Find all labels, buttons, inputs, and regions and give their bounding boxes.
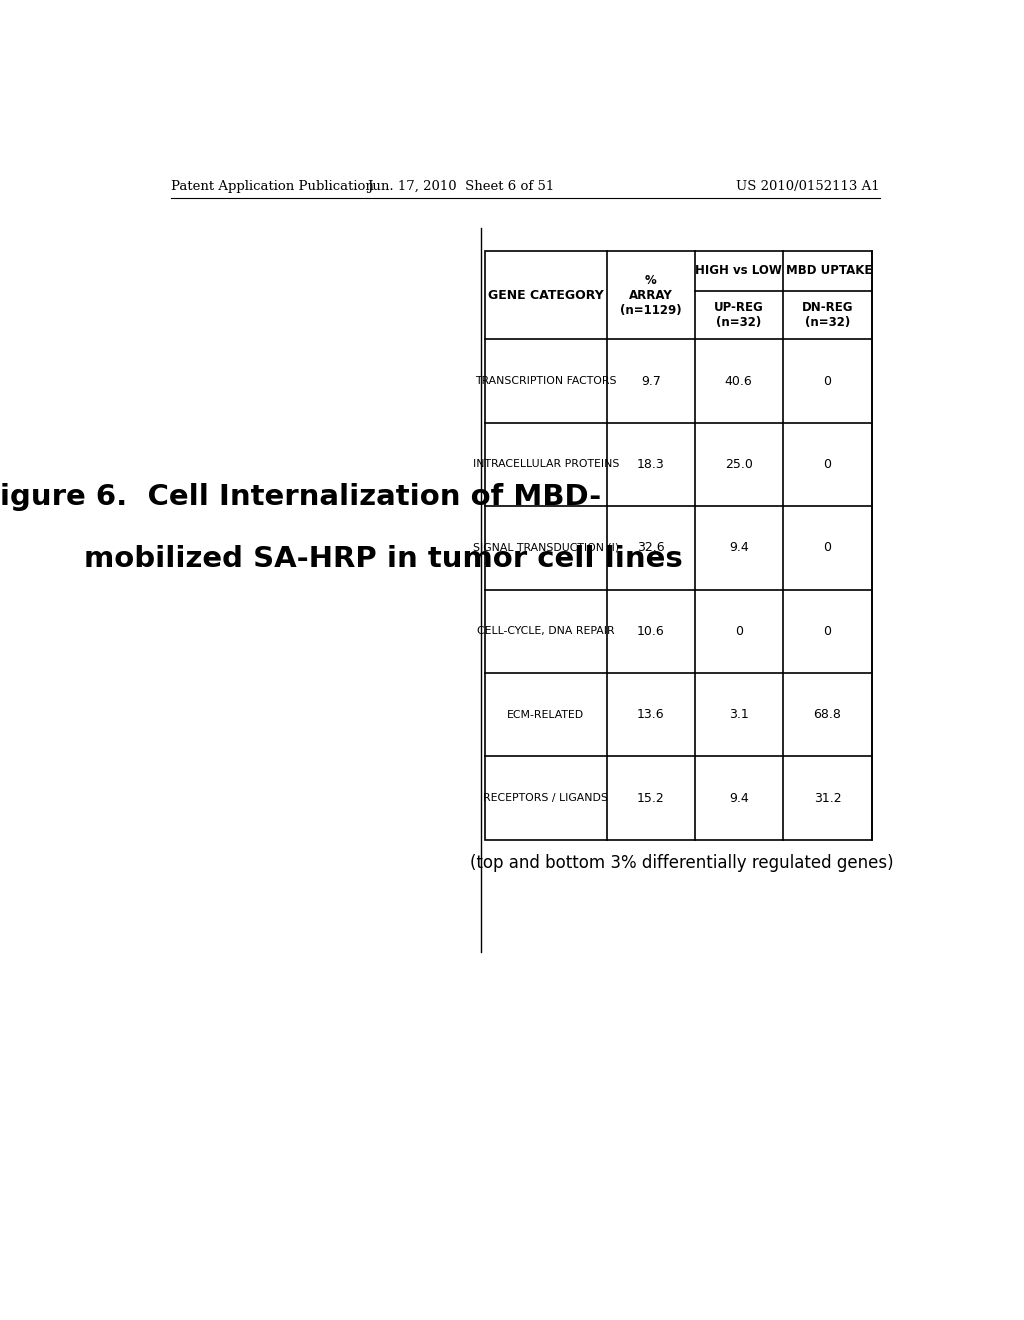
Text: 0: 0 xyxy=(823,458,831,471)
Text: CELL-CYCLE, DNA REPAIR: CELL-CYCLE, DNA REPAIR xyxy=(477,626,614,636)
Text: Patent Application Publication: Patent Application Publication xyxy=(171,181,374,194)
Text: HIGH vs LOW MBD UPTAKE: HIGH vs LOW MBD UPTAKE xyxy=(694,264,872,277)
Text: 9.7: 9.7 xyxy=(641,375,660,388)
Text: US 2010/0152113 A1: US 2010/0152113 A1 xyxy=(736,181,880,194)
Text: 0: 0 xyxy=(823,624,831,638)
Text: 0: 0 xyxy=(823,541,831,554)
Text: 68.8: 68.8 xyxy=(813,709,842,721)
Bar xyxy=(484,251,872,840)
Text: DN-REG
(n=32): DN-REG (n=32) xyxy=(802,301,853,329)
Text: INTRACELLULAR PROTEINS: INTRACELLULAR PROTEINS xyxy=(472,459,618,470)
Text: GENE CATEGORY: GENE CATEGORY xyxy=(487,289,603,301)
Text: Figure 6.  Cell Internalization of MBD-: Figure 6. Cell Internalization of MBD- xyxy=(0,483,601,511)
Text: 0: 0 xyxy=(734,624,742,638)
Text: 9.4: 9.4 xyxy=(729,792,749,805)
Text: 10.6: 10.6 xyxy=(637,624,665,638)
Text: 0: 0 xyxy=(823,375,831,388)
Text: 18.3: 18.3 xyxy=(637,458,665,471)
Text: Jun. 17, 2010  Sheet 6 of 51: Jun. 17, 2010 Sheet 6 of 51 xyxy=(368,181,555,194)
Text: TRANSCRIPTION FACTORS: TRANSCRIPTION FACTORS xyxy=(475,376,616,385)
Text: 3.1: 3.1 xyxy=(729,709,749,721)
Text: %
ARRAY
(n=1129): % ARRAY (n=1129) xyxy=(620,273,682,317)
Text: UP-REG
(n=32): UP-REG (n=32) xyxy=(714,301,764,329)
Text: 15.2: 15.2 xyxy=(637,792,665,805)
Text: SIGNAL TRANSDUCTION (I): SIGNAL TRANSDUCTION (I) xyxy=(473,543,618,553)
Text: mobilized SA-HRP in tumor cell lines: mobilized SA-HRP in tumor cell lines xyxy=(84,545,683,573)
Text: (top and bottom 3% differentially regulated genes): (top and bottom 3% differentially regula… xyxy=(470,854,894,873)
Text: 13.6: 13.6 xyxy=(637,709,665,721)
Text: RECEPTORS / LIGANDS: RECEPTORS / LIGANDS xyxy=(483,793,608,803)
Text: 25.0: 25.0 xyxy=(725,458,753,471)
Text: 31.2: 31.2 xyxy=(814,792,842,805)
Text: 32.6: 32.6 xyxy=(637,541,665,554)
Text: ECM-RELATED: ECM-RELATED xyxy=(507,710,585,719)
Text: 9.4: 9.4 xyxy=(729,541,749,554)
Text: 40.6: 40.6 xyxy=(725,375,753,388)
